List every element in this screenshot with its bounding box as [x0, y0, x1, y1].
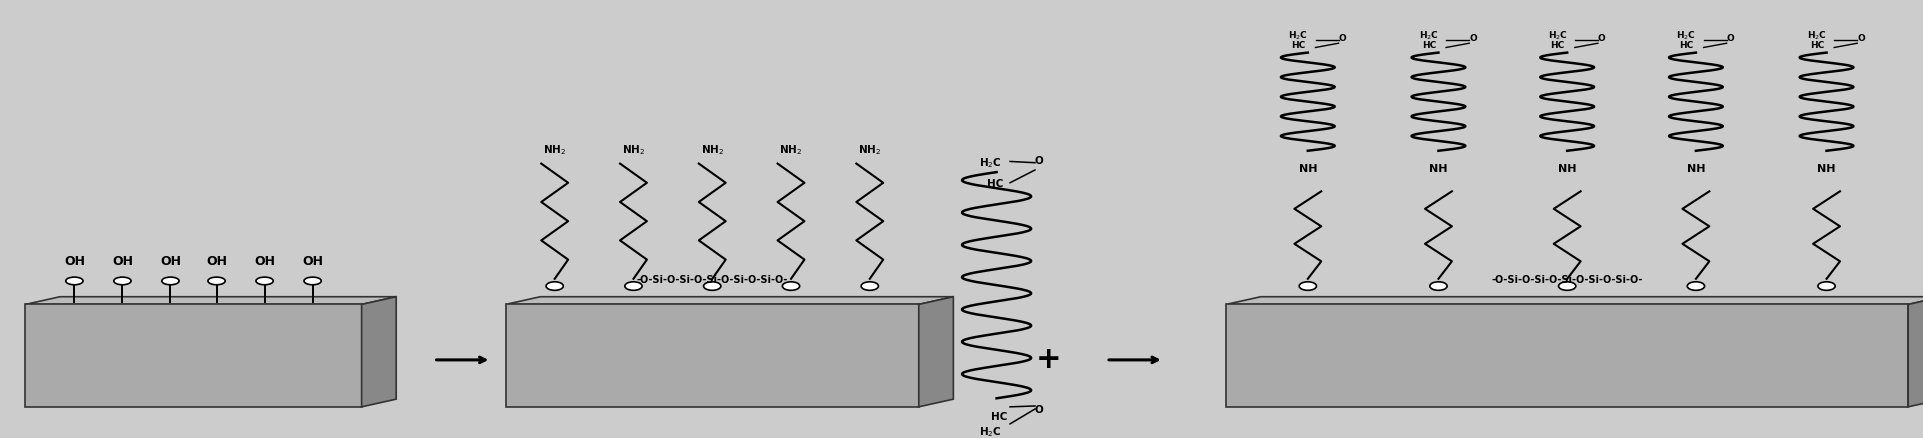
Text: H$_2$C: H$_2$C	[1675, 29, 1696, 42]
Polygon shape	[1225, 297, 1923, 304]
Ellipse shape	[304, 277, 321, 285]
Text: NH$_2$: NH$_2$	[858, 143, 881, 157]
Ellipse shape	[113, 277, 131, 285]
Text: HC: HC	[986, 179, 1002, 189]
Text: HC: HC	[1550, 42, 1563, 50]
Ellipse shape	[1686, 282, 1704, 290]
Text: HC: HC	[1290, 42, 1304, 50]
Polygon shape	[919, 297, 954, 407]
Text: OH: OH	[112, 255, 133, 268]
Text: OH: OH	[302, 255, 323, 268]
Text: -O-Si-O-Si-O-Si-O-Si-O-Si-O-: -O-Si-O-Si-O-Si-O-Si-O-Si-O-	[637, 275, 788, 285]
Text: O: O	[1035, 155, 1042, 166]
Ellipse shape	[1429, 282, 1446, 290]
Polygon shape	[506, 304, 919, 407]
Ellipse shape	[208, 277, 225, 285]
Text: O: O	[1598, 34, 1606, 43]
Ellipse shape	[1817, 282, 1835, 290]
Text: NH$_2$: NH$_2$	[542, 143, 565, 157]
Text: H$_2$C: H$_2$C	[1417, 29, 1438, 42]
Text: HC: HC	[1810, 42, 1823, 50]
Text: OH: OH	[63, 255, 85, 268]
Text: -O-Si-O-Si-O-Si-O-Si-O-Si-O-: -O-Si-O-Si-O-Si-O-Si-O-Si-O-	[1490, 275, 1642, 285]
Ellipse shape	[862, 282, 879, 290]
Text: NH: NH	[1686, 164, 1704, 174]
Ellipse shape	[1298, 282, 1315, 290]
Ellipse shape	[256, 277, 273, 285]
Ellipse shape	[1558, 282, 1575, 290]
Ellipse shape	[65, 277, 83, 285]
Text: H$_2$C: H$_2$C	[1288, 29, 1308, 42]
Text: NH$_2$: NH$_2$	[621, 143, 644, 157]
Text: OH: OH	[254, 255, 275, 268]
Text: H$_2$C: H$_2$C	[979, 425, 1002, 438]
Text: OH: OH	[160, 255, 181, 268]
Text: O: O	[1469, 34, 1477, 43]
Ellipse shape	[625, 282, 642, 290]
Text: O: O	[1725, 34, 1733, 43]
Polygon shape	[25, 297, 396, 304]
Ellipse shape	[704, 282, 721, 290]
Text: NH: NH	[1817, 164, 1835, 174]
Text: NH: NH	[1298, 164, 1317, 174]
Ellipse shape	[162, 277, 179, 285]
Text: HC: HC	[1679, 42, 1692, 50]
Polygon shape	[362, 297, 396, 407]
Text: NH: NH	[1558, 164, 1575, 174]
Polygon shape	[1225, 304, 1908, 407]
Text: NH$_2$: NH$_2$	[779, 143, 802, 157]
Text: H$_2$C: H$_2$C	[1546, 29, 1567, 42]
Text: OH: OH	[206, 255, 227, 268]
Text: +: +	[1035, 346, 1061, 374]
Polygon shape	[506, 297, 954, 304]
Text: O: O	[1035, 406, 1042, 415]
Text: NH$_2$: NH$_2$	[700, 143, 723, 157]
Ellipse shape	[546, 282, 563, 290]
Text: O: O	[1856, 34, 1863, 43]
Polygon shape	[1908, 297, 1923, 407]
Polygon shape	[25, 304, 362, 407]
Text: H$_2$C: H$_2$C	[1806, 29, 1827, 42]
Text: H$_2$C: H$_2$C	[979, 156, 1002, 170]
Text: HC: HC	[990, 412, 1006, 422]
Text: NH: NH	[1429, 164, 1446, 174]
Text: O: O	[1338, 34, 1346, 43]
Ellipse shape	[783, 282, 800, 290]
Text: HC: HC	[1421, 42, 1435, 50]
